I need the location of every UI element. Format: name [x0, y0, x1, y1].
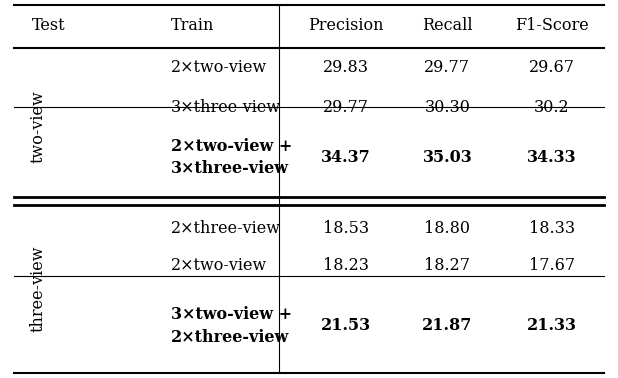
Text: 21.87: 21.87 [422, 318, 473, 335]
Text: Test: Test [32, 17, 66, 34]
Text: 18.53: 18.53 [323, 220, 369, 237]
Text: 18.33: 18.33 [529, 220, 575, 237]
Text: 34.33: 34.33 [527, 149, 577, 166]
Text: 21.33: 21.33 [527, 318, 577, 335]
Text: 2×two-view +
3×three-view: 2×two-view + 3×three-view [171, 138, 292, 177]
Text: 18.80: 18.80 [425, 220, 470, 237]
Text: 2×three-view: 2×three-view [171, 220, 281, 237]
Text: three-view: three-view [30, 245, 47, 332]
Text: F1-Score: F1-Score [515, 17, 589, 34]
Text: 29.83: 29.83 [323, 59, 369, 76]
Text: 30.2: 30.2 [534, 99, 570, 116]
Text: 29.77: 29.77 [323, 99, 369, 116]
Text: Recall: Recall [422, 17, 473, 34]
Text: 34.37: 34.37 [321, 149, 371, 166]
Text: 29.67: 29.67 [529, 59, 575, 76]
Text: 2×two-view: 2×two-view [171, 257, 267, 274]
Text: Train: Train [171, 17, 214, 34]
Text: 18.23: 18.23 [323, 257, 369, 274]
Text: 17.67: 17.67 [529, 257, 575, 274]
Text: 29.77: 29.77 [425, 59, 470, 76]
Text: 3×two-view +
2×three-view: 3×two-view + 2×three-view [171, 306, 292, 345]
Text: Precision: Precision [308, 17, 384, 34]
Text: 18.27: 18.27 [425, 257, 470, 274]
Text: 21.53: 21.53 [321, 318, 371, 335]
Text: 30.30: 30.30 [425, 99, 470, 116]
Text: two-view: two-view [30, 91, 47, 163]
Text: 35.03: 35.03 [423, 149, 472, 166]
Text: 2×two-view: 2×two-view [171, 59, 267, 76]
Text: 3×three-view: 3×three-view [171, 99, 281, 116]
